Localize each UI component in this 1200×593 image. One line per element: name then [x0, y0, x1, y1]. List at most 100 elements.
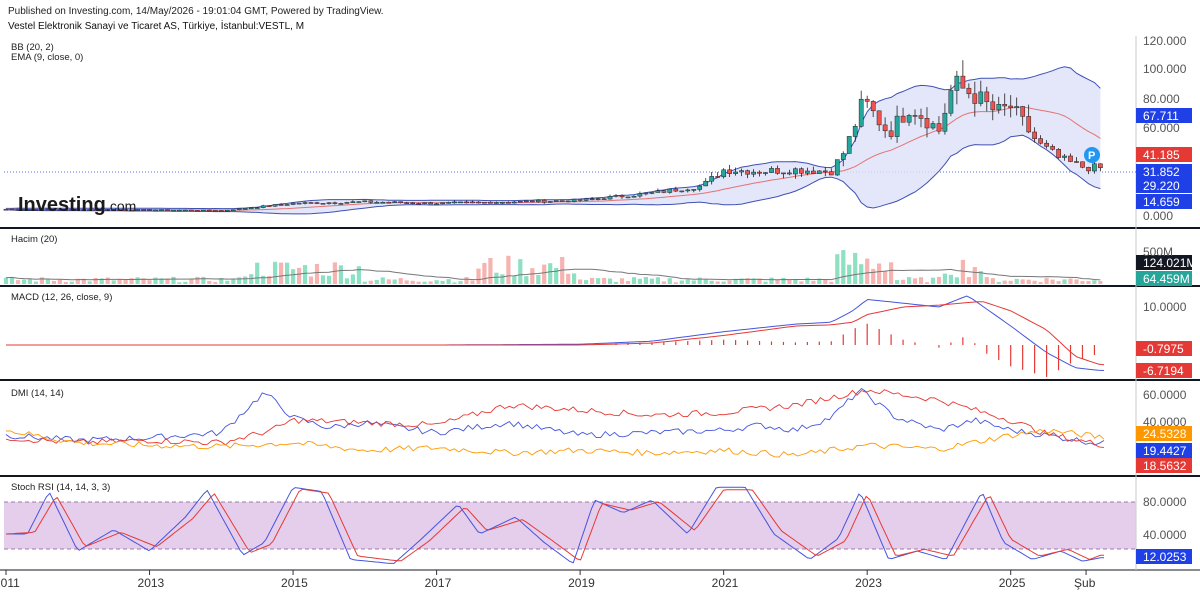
pattern-marker-circle[interactable]	[1084, 147, 1100, 163]
volume-bar	[739, 278, 744, 284]
volume-bar	[51, 281, 56, 284]
candle	[308, 202, 314, 204]
candle	[703, 180, 709, 187]
candle	[458, 201, 463, 204]
candle	[625, 196, 631, 199]
candle	[822, 170, 828, 173]
volume-bar	[147, 280, 152, 284]
candle	[1008, 105, 1014, 109]
volume-bar	[799, 281, 804, 284]
candle	[374, 201, 380, 204]
candle	[1092, 163, 1097, 172]
volume-bar	[1044, 278, 1049, 284]
volume-bar	[596, 278, 601, 284]
candle	[667, 188, 673, 193]
candle	[129, 209, 134, 212]
volume-bar	[703, 279, 708, 284]
price-badge	[1136, 147, 1192, 162]
price-badge-label: 24.5328	[1143, 427, 1187, 441]
candle	[123, 209, 128, 211]
candle	[404, 202, 410, 204]
candle	[978, 91, 984, 104]
candle	[954, 75, 960, 91]
candle	[51, 208, 57, 211]
candle	[571, 198, 577, 202]
volume-bar	[297, 267, 302, 284]
price-badge	[1136, 178, 1192, 193]
stoch-tick: 40.0000	[1143, 528, 1187, 542]
volume-bar	[655, 277, 660, 284]
volume-bar	[344, 278, 349, 284]
candle	[356, 201, 362, 203]
volume-bar	[1086, 281, 1091, 284]
volume-bar	[936, 276, 942, 284]
candle	[440, 202, 445, 205]
volume-bar	[823, 279, 828, 284]
candle	[619, 195, 625, 198]
candle	[87, 209, 93, 211]
price-tick: 120.000	[1143, 34, 1187, 48]
candle	[494, 202, 499, 204]
candle	[69, 208, 75, 211]
candle	[655, 190, 661, 193]
volume-bar	[1002, 280, 1007, 284]
volume-bar	[291, 269, 296, 284]
volume-bar	[153, 277, 158, 284]
volume-bar	[667, 278, 672, 284]
candle	[93, 209, 99, 211]
candle	[751, 171, 756, 175]
volume-label: Hacim (20)	[11, 234, 57, 245]
candle	[781, 172, 786, 175]
candle	[416, 203, 422, 205]
candle	[452, 201, 457, 204]
candle	[1044, 142, 1049, 147]
volume-bar	[512, 275, 517, 284]
volume-bar	[93, 278, 98, 284]
pattern-marker[interactable]: P	[1084, 147, 1100, 163]
candle	[344, 202, 350, 204]
volume-bar	[966, 277, 971, 284]
x-tick-label: 2011	[0, 576, 20, 590]
candle	[392, 201, 398, 203]
volume-bar	[111, 280, 116, 284]
candle	[266, 205, 272, 207]
volume-bar	[685, 279, 690, 284]
candle	[811, 170, 816, 174]
candle	[45, 208, 51, 211]
candle	[589, 198, 595, 201]
volume-bar	[9, 277, 15, 284]
volume-bar	[948, 274, 953, 284]
candle	[15, 208, 21, 211]
volume-bar	[285, 262, 290, 284]
volume-bar	[1098, 281, 1103, 284]
volume-bar	[930, 277, 936, 284]
candle	[1050, 146, 1055, 150]
volume-bar	[338, 265, 343, 284]
volume-bar	[578, 279, 583, 284]
volume-bar	[942, 273, 947, 284]
volume-bar	[524, 276, 529, 284]
volume-bar	[679, 280, 684, 284]
candle	[500, 202, 505, 204]
candle	[1080, 161, 1085, 168]
candle	[21, 209, 27, 211]
volume-bar	[464, 277, 469, 284]
candle	[1068, 155, 1073, 162]
volume-bar	[721, 281, 726, 284]
candle	[338, 203, 344, 205]
candle	[368, 200, 374, 203]
candle	[290, 202, 296, 205]
volume-bar	[841, 250, 846, 284]
bollinger-band-fill	[6, 66, 1101, 214]
candle	[99, 209, 105, 211]
x-tick-label: Şub	[1074, 576, 1096, 590]
price-badge	[1136, 443, 1192, 458]
candle	[918, 115, 924, 119]
volume-bar	[332, 262, 337, 284]
volume-bar	[1038, 282, 1043, 284]
volume-bar	[775, 279, 780, 284]
candle	[595, 198, 601, 200]
volume-bar	[494, 272, 499, 284]
volume-bar	[631, 277, 637, 284]
